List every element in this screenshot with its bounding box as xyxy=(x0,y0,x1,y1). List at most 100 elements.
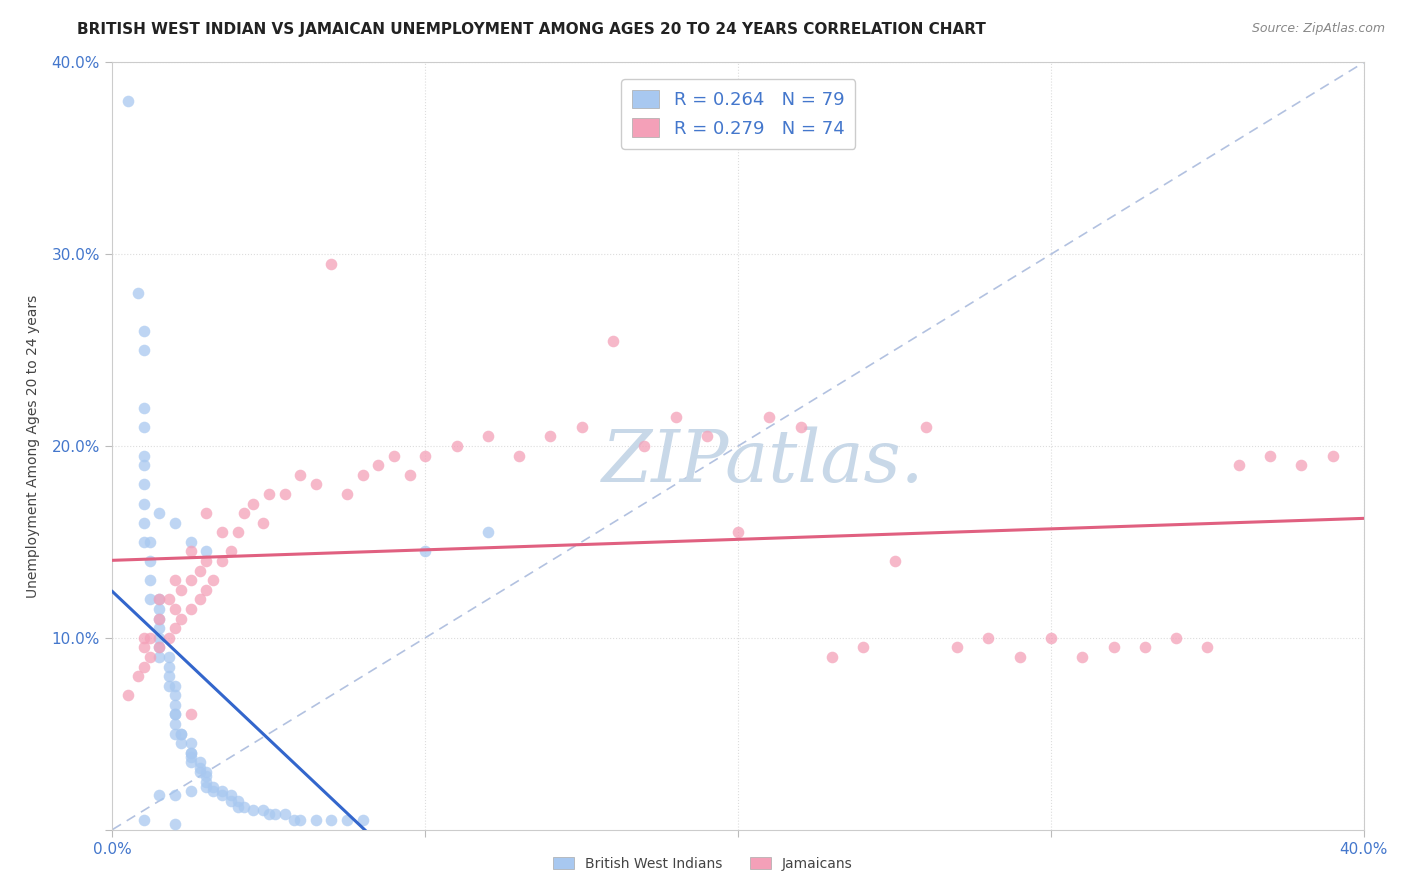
Point xyxy=(283,813,305,827)
Point xyxy=(157,659,180,673)
Point xyxy=(195,780,218,795)
Point xyxy=(211,525,233,540)
Point xyxy=(148,612,170,626)
Point xyxy=(132,458,155,473)
Point xyxy=(170,726,193,740)
Point xyxy=(127,285,149,300)
Point xyxy=(257,487,280,501)
Point xyxy=(1166,631,1188,645)
Point xyxy=(148,612,170,626)
Point xyxy=(195,769,218,783)
Point xyxy=(790,420,813,434)
Point xyxy=(321,257,343,271)
Point xyxy=(1133,640,1156,655)
Point xyxy=(273,487,295,501)
Point xyxy=(148,592,170,607)
Point xyxy=(1008,649,1031,664)
Point xyxy=(148,649,170,664)
Point xyxy=(602,334,624,348)
Point xyxy=(382,449,405,463)
Point xyxy=(633,439,655,453)
Point xyxy=(148,631,170,645)
Point xyxy=(946,640,969,655)
Point xyxy=(477,429,499,443)
Point xyxy=(132,343,155,358)
Point xyxy=(163,707,186,722)
Point xyxy=(132,449,155,463)
Point xyxy=(170,612,193,626)
Point xyxy=(352,813,374,827)
Point xyxy=(139,649,162,664)
Point xyxy=(696,429,718,443)
Text: Source: ZipAtlas.com: Source: ZipAtlas.com xyxy=(1251,22,1385,36)
Point xyxy=(273,807,295,822)
Point xyxy=(117,94,139,108)
Point xyxy=(977,631,1000,645)
Point xyxy=(180,736,202,750)
Point xyxy=(290,813,312,827)
Point xyxy=(132,420,155,434)
Point xyxy=(195,774,218,789)
Point xyxy=(221,788,243,802)
Point xyxy=(163,621,186,635)
Point xyxy=(132,496,155,510)
Point xyxy=(571,420,593,434)
Text: BRITISH WEST INDIAN VS JAMAICAN UNEMPLOYMENT AMONG AGES 20 TO 24 YEARS CORRELATI: BRITISH WEST INDIAN VS JAMAICAN UNEMPLOY… xyxy=(77,22,986,37)
Point xyxy=(1227,458,1250,473)
Point xyxy=(148,640,170,655)
Point xyxy=(226,799,249,814)
Point xyxy=(758,410,780,425)
Point xyxy=(257,807,280,822)
Point xyxy=(336,487,359,501)
Point xyxy=(132,516,155,530)
Point xyxy=(163,574,186,588)
Point xyxy=(915,420,938,434)
Point xyxy=(188,765,211,780)
Point xyxy=(163,516,186,530)
Point xyxy=(132,535,155,549)
Point xyxy=(180,749,202,764)
Point xyxy=(252,516,274,530)
Point xyxy=(232,506,254,520)
Point xyxy=(180,535,202,549)
Point xyxy=(148,592,170,607)
Point xyxy=(180,746,202,760)
Point xyxy=(163,602,186,616)
Point xyxy=(157,669,180,683)
Point xyxy=(1102,640,1125,655)
Point xyxy=(195,506,218,520)
Point xyxy=(226,794,249,808)
Point xyxy=(508,449,530,463)
Point xyxy=(264,807,287,822)
Point xyxy=(170,582,193,597)
Point xyxy=(883,554,905,568)
Point xyxy=(415,544,437,558)
Point xyxy=(180,784,202,798)
Point xyxy=(226,525,249,540)
Point xyxy=(139,592,162,607)
Point xyxy=(195,554,218,568)
Point xyxy=(132,813,155,827)
Point xyxy=(415,449,437,463)
Point xyxy=(132,401,155,415)
Point xyxy=(1039,631,1063,645)
Point xyxy=(201,574,224,588)
Point xyxy=(148,788,170,802)
Point xyxy=(132,640,155,655)
Point xyxy=(195,765,218,780)
Point xyxy=(211,788,233,802)
Point xyxy=(148,640,170,655)
Point xyxy=(290,467,312,482)
Point xyxy=(163,679,186,693)
Point xyxy=(139,535,162,549)
Point xyxy=(221,794,243,808)
Point xyxy=(170,726,193,740)
Point xyxy=(398,467,420,482)
Point xyxy=(180,602,202,616)
Point xyxy=(201,780,224,795)
Y-axis label: Unemployment Among Ages 20 to 24 years: Unemployment Among Ages 20 to 24 years xyxy=(27,294,41,598)
Point xyxy=(352,467,374,482)
Point xyxy=(1322,449,1344,463)
Point xyxy=(336,813,359,827)
Point xyxy=(188,592,211,607)
